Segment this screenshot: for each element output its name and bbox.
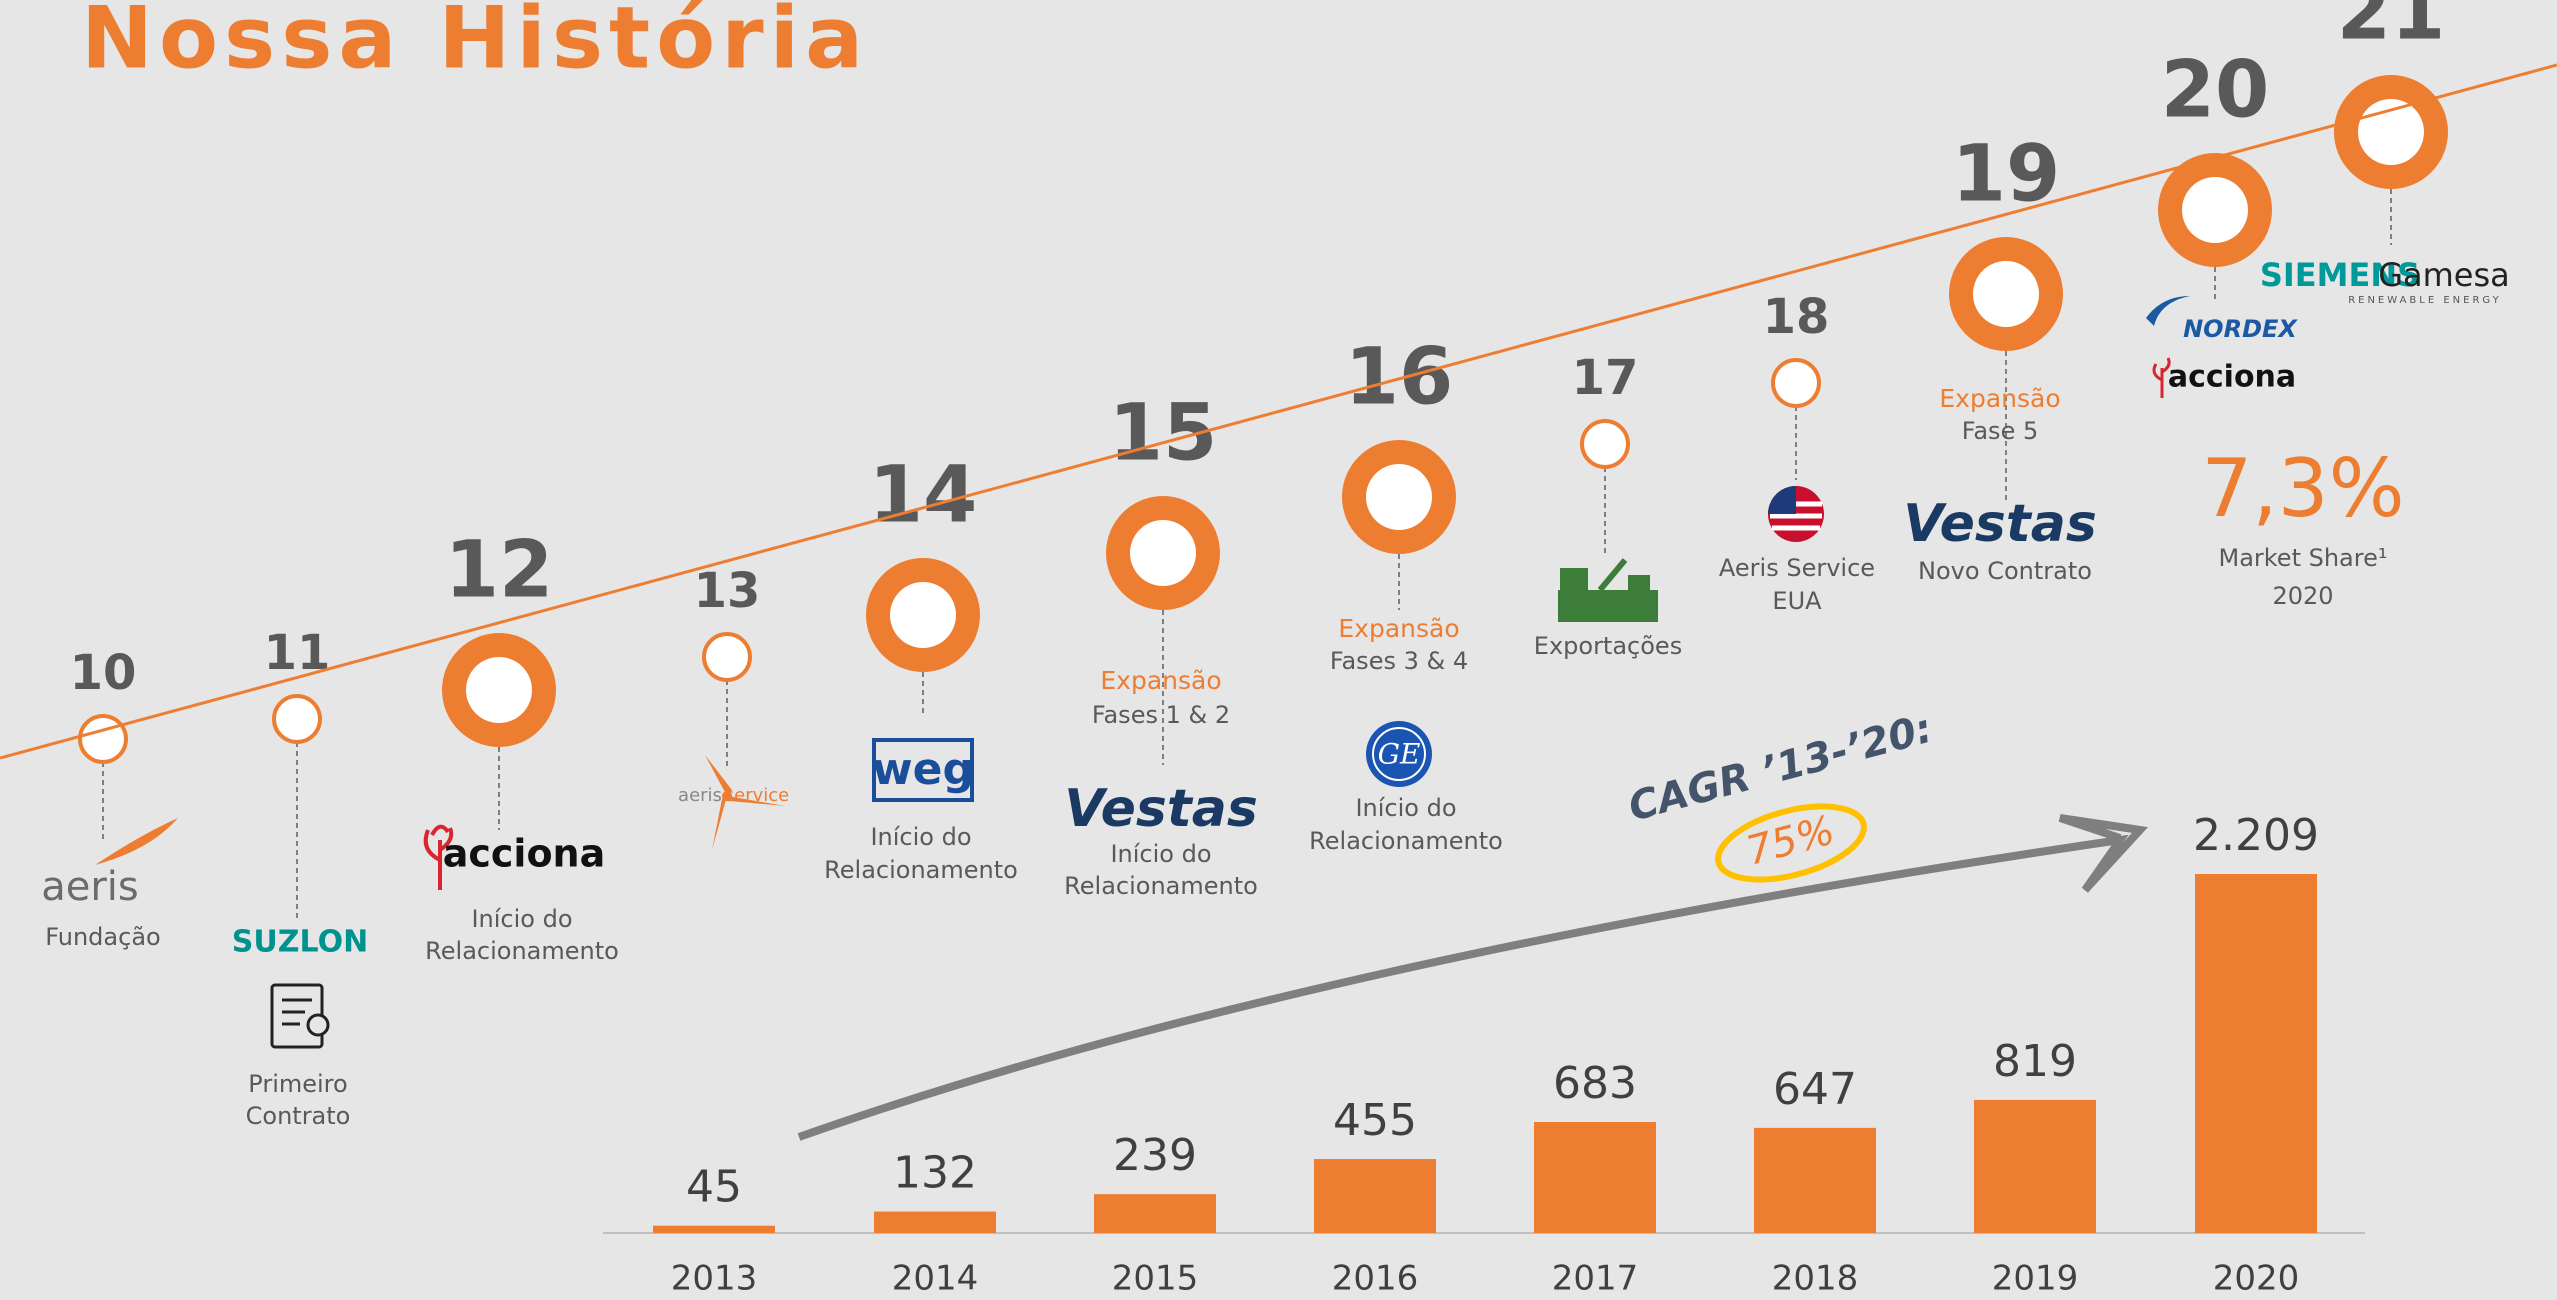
milestone-text: Fases 1 & 2 [1092, 701, 1230, 729]
x-tick-label: 2014 [892, 1259, 979, 1299]
bar [653, 1226, 775, 1233]
milestone-center [1973, 261, 2039, 327]
milestone-text: acciona [443, 832, 606, 876]
milestone-text: acciona [2168, 360, 2296, 395]
milestone-text: Fases 3 & 4 [1330, 647, 1468, 675]
milestone-year: 19 [1952, 129, 2061, 219]
bar-value-label: 45 [686, 1162, 742, 1213]
milestone [274, 696, 320, 742]
milestone-text: Expansão [1100, 666, 1221, 695]
page-title: Nossa História [81, 0, 869, 88]
milestone-text: Início do [1355, 794, 1456, 822]
milestone-year: 18 [1763, 289, 1830, 345]
milestone-text: Início do [471, 905, 572, 933]
milestone-text: Início do [1110, 840, 1211, 868]
milestone-text: EUA [1772, 587, 1822, 615]
bar [2195, 874, 2317, 1233]
bar [1974, 1100, 2096, 1233]
bar-value-label: 132 [893, 1148, 977, 1199]
bar-value-label: 683 [1553, 1058, 1637, 1109]
x-tick-label: 2016 [1332, 1259, 1419, 1299]
trend-line [0, 65, 2557, 758]
market-share-label: Market Share¹ [2218, 544, 2387, 572]
milestone-text: Relacionamento [824, 856, 1018, 884]
milestone-center [466, 657, 532, 723]
x-tick-label: 2017 [1552, 1259, 1639, 1299]
ship-icon [1558, 560, 1658, 622]
milestone [80, 716, 126, 762]
milestone-text: Expansão [1939, 384, 2060, 413]
milestone [704, 634, 750, 680]
milestone-text: Vestas [1903, 494, 2097, 554]
ge-logo: GE [1366, 721, 1432, 787]
bar-value-label: 455 [1333, 1095, 1417, 1146]
milestone [1773, 360, 1819, 406]
milestone-text: Relacionamento [1309, 827, 1503, 855]
milestone-text: service [725, 785, 789, 806]
bar [1314, 1159, 1436, 1233]
x-tick-label: 2019 [1992, 1259, 2079, 1299]
milestone-year: 12 [445, 525, 554, 615]
market-share-year: 2020 [2272, 582, 2333, 610]
milestone-text: Expansão [1338, 614, 1459, 643]
milestone [1582, 421, 1628, 467]
milestone-text: Primeiro [248, 1070, 347, 1098]
bar-value-label: 819 [1993, 1036, 2077, 1087]
us-flag [1768, 486, 1824, 542]
bar-value-label: 2.209 [2193, 810, 2319, 861]
milestone-text: Início do [870, 823, 971, 851]
x-tick-label: 2013 [671, 1259, 758, 1299]
bar-value-label: 647 [1773, 1064, 1857, 1115]
milestone-year: 17 [1572, 350, 1639, 406]
milestone-text: Aeris Service [1719, 554, 1875, 582]
milestone-text: Contrato [246, 1102, 351, 1130]
certificate-icon [272, 985, 328, 1047]
milestone-center [890, 582, 956, 648]
milestone-text: Fundação [45, 923, 160, 951]
milestone-center [2182, 177, 2248, 243]
bar [1534, 1122, 1656, 1233]
milestone-text: Exportações [1534, 632, 1682, 660]
x-tick-label: 2020 [2213, 1259, 2300, 1299]
milestone-text: SUZLON [232, 925, 368, 960]
milestone-text: Gamesa [2378, 256, 2510, 294]
milestone-center [1366, 464, 1432, 530]
milestone-year: 21 [2337, 0, 2446, 57]
bar [874, 1212, 996, 1233]
x-tick-label: 2015 [1112, 1259, 1199, 1299]
milestone-text: Relacionamento [1064, 872, 1258, 900]
bar-value-label: 239 [1113, 1130, 1197, 1181]
milestone-year: 10 [70, 645, 137, 701]
x-tick-label: 2018 [1772, 1259, 1859, 1299]
market-share-value: 7,3% [2201, 442, 2404, 535]
milestone-year: 13 [694, 563, 761, 619]
milestone-text: Novo Contrato [1918, 557, 2092, 585]
milestone-year: 14 [869, 450, 978, 540]
milestone-text: aeris [678, 785, 722, 806]
milestone-text: NORDEX [2183, 315, 2298, 343]
milestone-text: Fase 5 [1962, 417, 2038, 445]
bar [1754, 1128, 1876, 1233]
slide: Nossa História GE CAGR ’13-’20: 75% 7,3%… [0, 0, 2557, 1300]
milestone-center [1130, 520, 1196, 586]
milestone-text: Relacionamento [425, 937, 619, 965]
bar [1094, 1194, 1216, 1233]
milestone-year: 20 [2161, 45, 2270, 135]
milestone-text: aeris [41, 864, 139, 910]
svg-text:GE: GE [1378, 738, 1421, 771]
milestone-text: RENEWABLE ENERGY [2348, 295, 2502, 306]
milestone-text: weg [872, 744, 974, 795]
milestone-text: Vestas [1064, 779, 1258, 839]
aeris-swoosh [95, 818, 178, 865]
